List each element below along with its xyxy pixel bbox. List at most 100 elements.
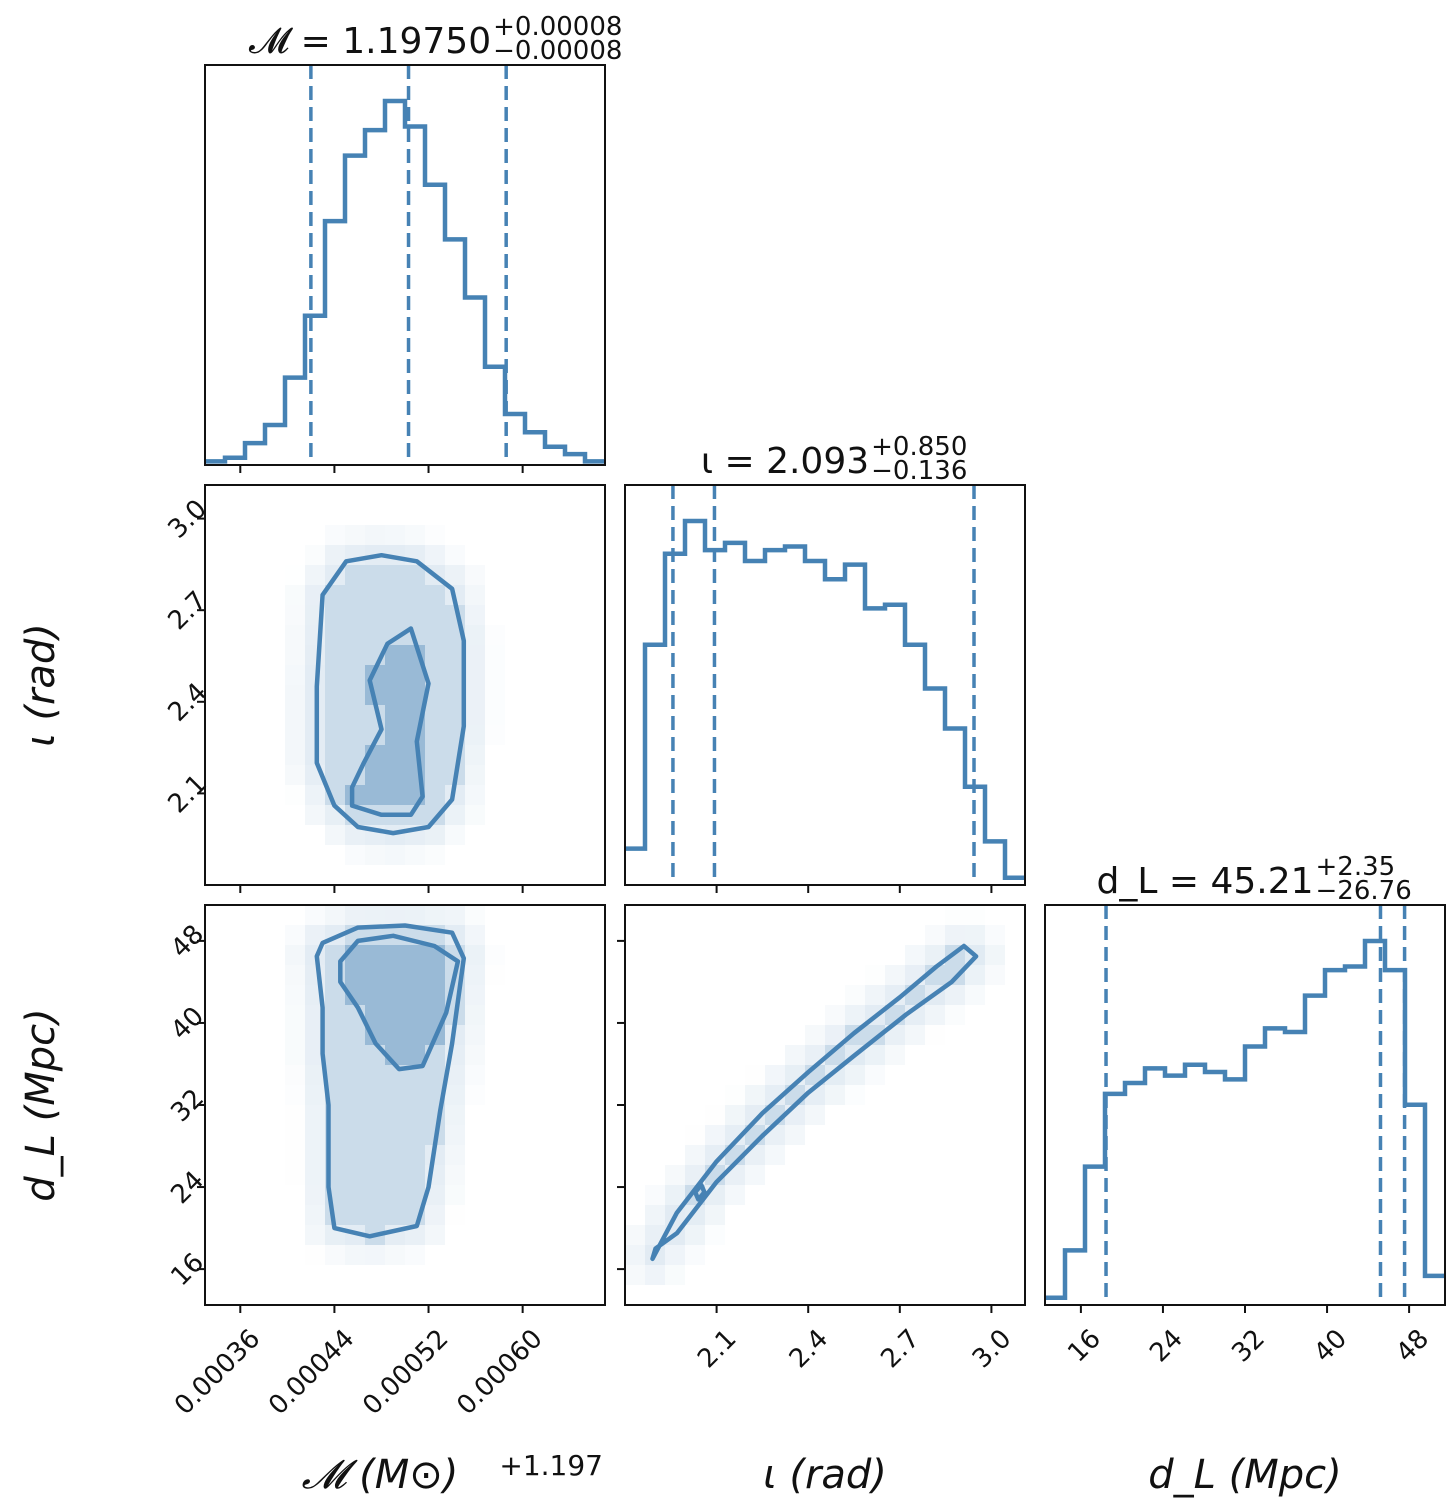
density-cell [925,1005,945,1025]
density-cell [405,1105,425,1125]
density-cell [885,965,905,985]
density-cell [465,945,485,965]
density-cell [445,1125,465,1145]
density-cell [305,1065,325,1085]
density-cell [425,1225,445,1245]
density-cell [825,1025,845,1045]
density-cell [445,665,465,685]
contour-line [349,626,431,818]
density-cell [285,1025,305,1045]
density-cell [825,1085,845,1105]
density-cell [365,1005,385,1025]
density-cell [825,1065,845,1085]
density-cell [405,985,425,1005]
density-cell [285,1145,305,1165]
density-cell [685,1205,705,1225]
density-cell [865,985,885,1005]
density-cell [345,685,365,705]
density-cell [305,585,325,605]
x-tick-label: 0.00036 [169,1324,266,1421]
density-cell [305,965,325,985]
density-cell [465,665,485,685]
density-cell [285,665,305,685]
density-cell [885,1045,905,1065]
density-cell [745,1165,765,1185]
x-tick-label: 40 [1308,1324,1353,1369]
density-cell [485,665,505,685]
density-cell [405,1145,425,1165]
density-cell [345,845,365,865]
density-cell [465,625,485,645]
density-cell [325,725,345,745]
density-cell [465,585,485,605]
title-plus: +0.00008 [493,12,622,42]
density-cell [805,1105,825,1125]
density-cell [385,605,405,625]
density-cell [485,705,505,725]
x-axis-label: 𝓜 (M⊙) [302,1452,459,1498]
density-cell [365,985,385,1005]
density-cell [325,1065,345,1085]
density-cell [385,945,405,965]
density-cell [425,525,445,545]
density-cell [345,665,365,685]
density-cell [385,785,405,805]
density-cell [965,985,985,1005]
density-cell [285,965,305,985]
density-cell [385,745,405,765]
density-cell [285,925,305,945]
density-cell [285,645,305,665]
density-cell [465,565,485,585]
density-cell [905,1025,925,1045]
density-cell [405,685,425,705]
density-cell [385,1245,405,1265]
x-tick-label: 0.00052 [357,1324,454,1421]
density-cell [325,1005,345,1025]
density-cell [405,1085,425,1105]
density-cell [365,1085,385,1105]
density-cell [405,1045,425,1065]
density-cell [325,905,345,925]
density-cell [425,745,445,765]
density-cell [345,1085,365,1105]
density-cell [325,1245,345,1265]
density-cell [345,1245,365,1265]
density-cell [465,905,485,925]
density-cell [385,1145,405,1165]
density-cell [685,1125,705,1145]
density-cell [305,1005,325,1025]
density-cell [705,1105,725,1125]
density-cell [845,985,865,1005]
density-cell [365,1125,385,1145]
contour-line [692,1182,707,1202]
contour-line [314,552,467,836]
title-minus: −0.136 [871,456,967,486]
x-tick-label: 2.7 [875,1324,925,1374]
density-cell [825,1005,845,1025]
density-cell [345,705,365,725]
density-cell [385,565,405,585]
density-cell [485,645,505,665]
density-cell [285,605,305,625]
density-cell [305,905,325,925]
density-cell [445,705,465,725]
density-cell [465,1025,485,1045]
density-cell [685,1145,705,1165]
density-cell [465,965,485,985]
density-cell [345,905,365,925]
density-cell [285,685,305,705]
density-cell [725,1085,745,1105]
density-cell [845,1085,865,1105]
density-cell [625,1245,645,1265]
histogram-line [205,98,605,464]
density-cell [385,905,405,925]
density-cell [725,1185,745,1205]
density-cell [485,945,505,965]
density-cell [325,1025,345,1045]
x-tick-label: 32 [1226,1324,1271,1369]
density-cell [345,1065,365,1085]
density-cell [425,685,445,705]
density-cell [405,945,425,965]
density-cell [325,625,345,645]
density-cell [425,545,445,565]
